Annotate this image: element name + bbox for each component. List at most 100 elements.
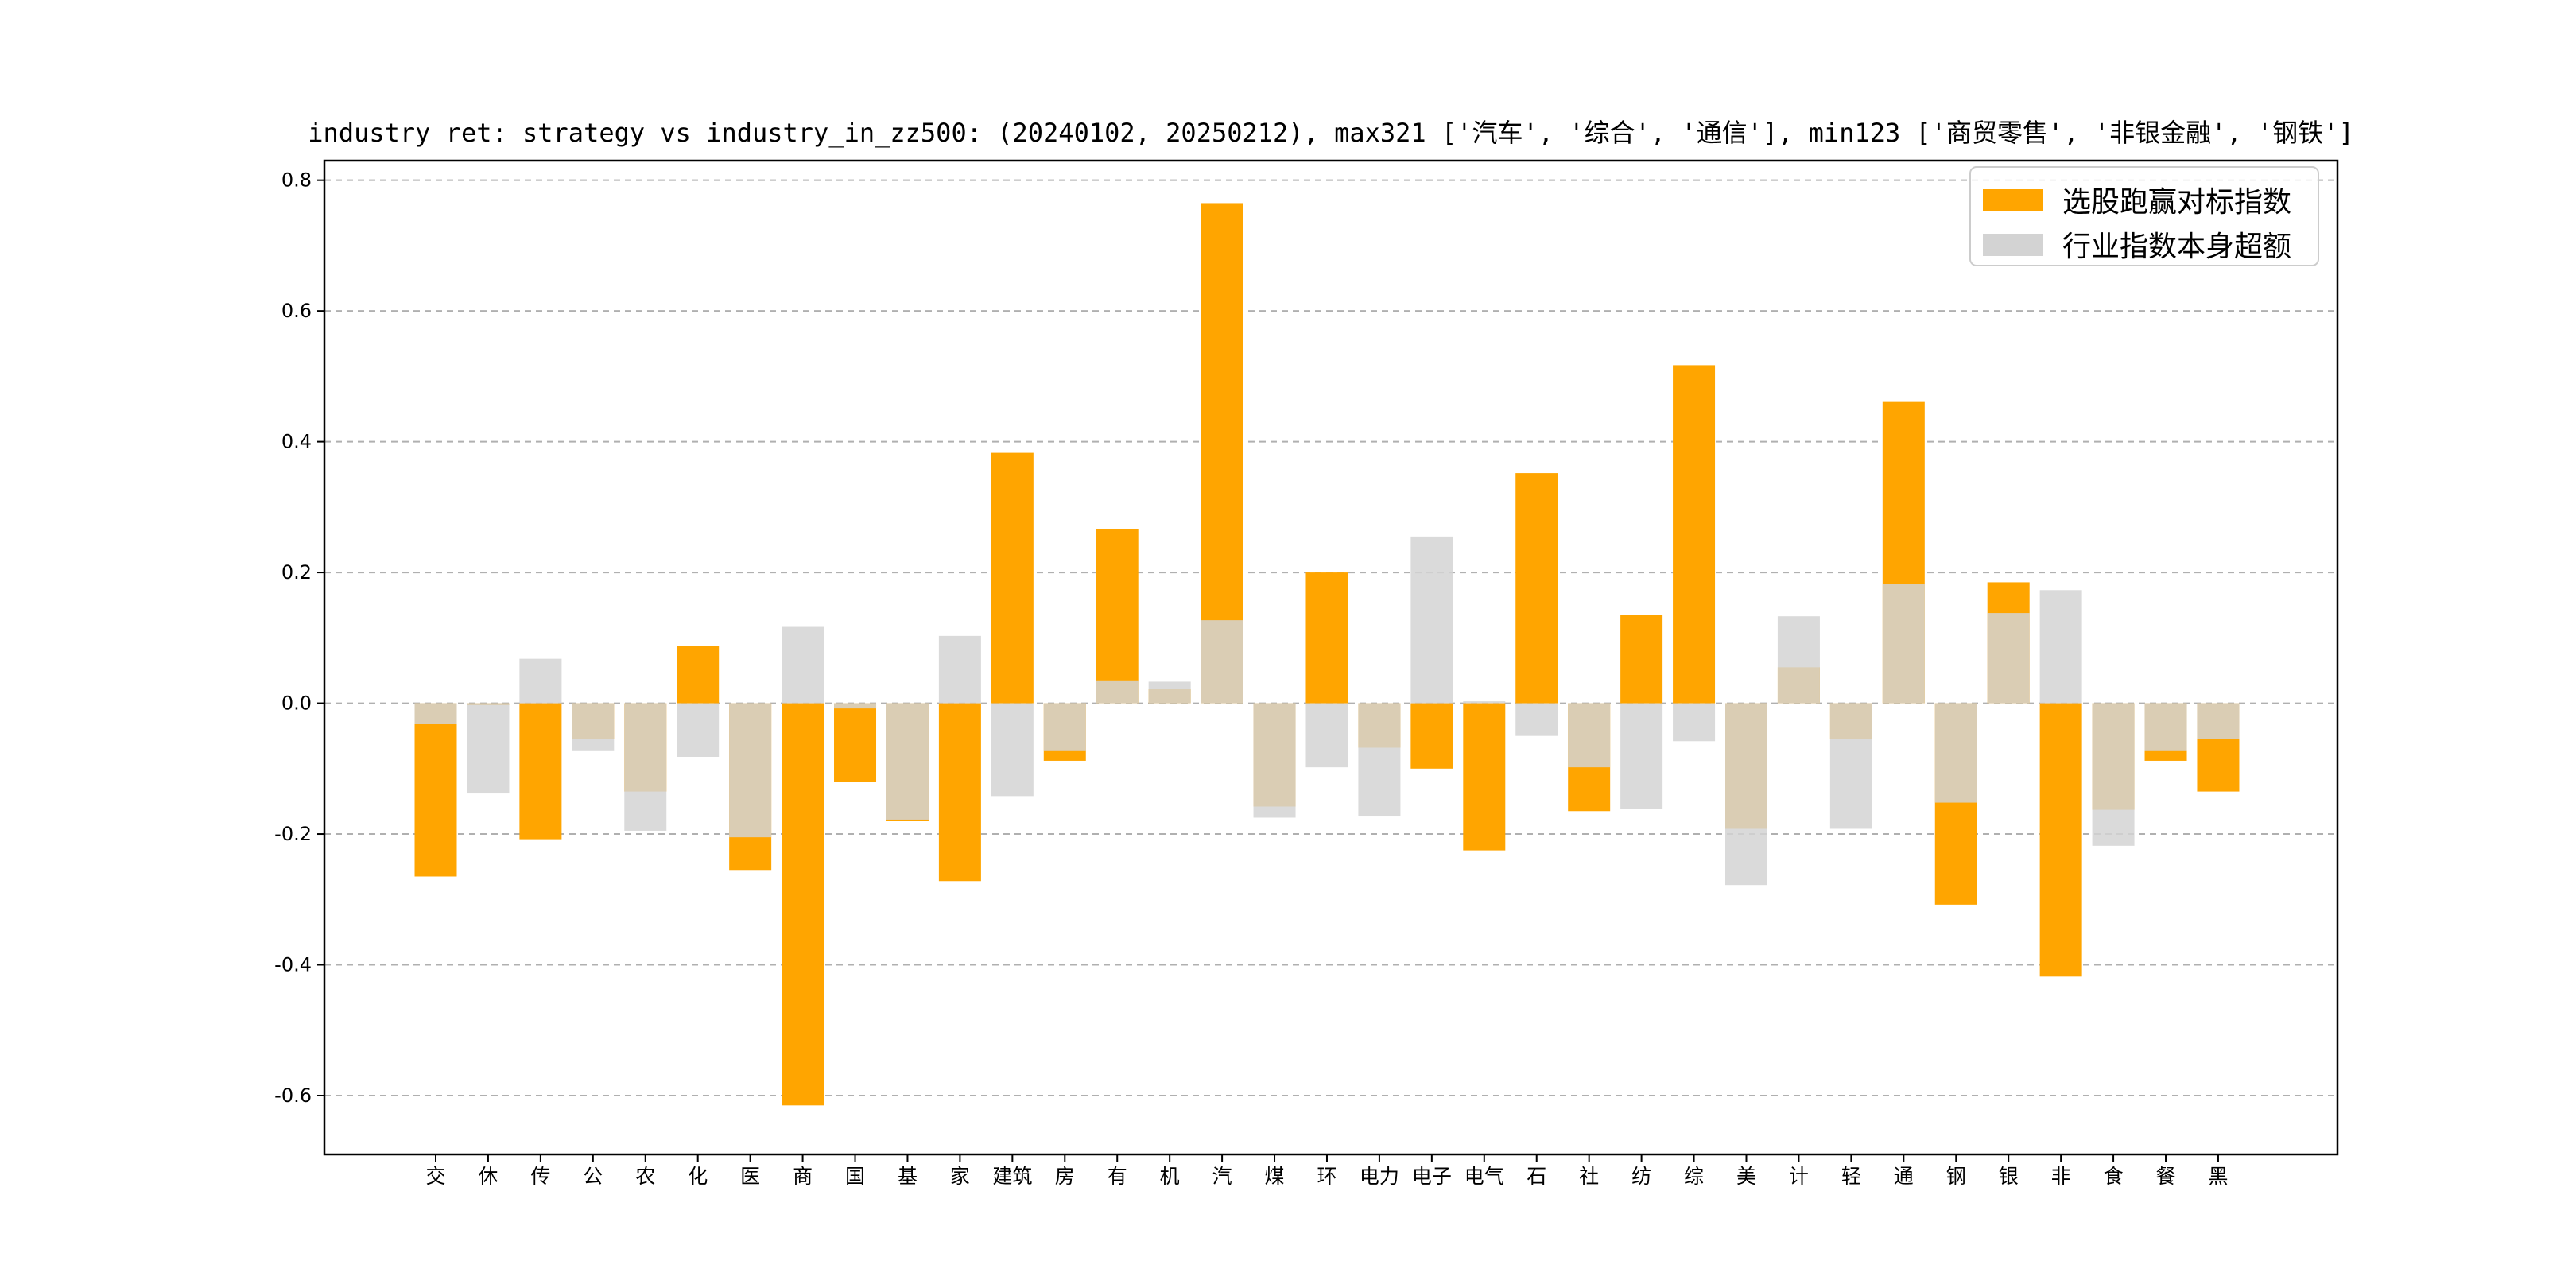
bar-industry-excess <box>624 703 667 831</box>
x-tick-label: 电力 <box>1360 1165 1399 1188</box>
legend-swatch <box>1983 189 2043 211</box>
chart-title: industry ret: strategy vs industry_in_zz… <box>308 118 2353 148</box>
y-tick-label: 0.6 <box>281 300 312 322</box>
x-tick-label: 汽 <box>1212 1165 1232 1188</box>
bar-strategy-excess <box>1410 703 1453 769</box>
bar-industry-excess <box>2039 590 2082 704</box>
x-tick-label: 公 <box>583 1165 603 1188</box>
bar-strategy-excess <box>1673 365 1716 704</box>
bar-strategy-excess <box>1463 703 1506 851</box>
x-tick-label: 通 <box>1894 1165 1914 1188</box>
y-tick-label: 0.2 <box>281 561 312 584</box>
x-tick-label: 计 <box>1789 1165 1809 1188</box>
y-axis-ticks: -0.6 -0.4 -0.2 0.0 0.2 0.4 0.6 0.8 <box>274 169 324 1107</box>
x-tick-label: 黑 <box>2208 1165 2228 1188</box>
x-tick-label: 基 <box>898 1165 918 1188</box>
legend-label: 行业指数本身超额 <box>2062 231 2291 263</box>
bar-industry-excess <box>2197 703 2240 739</box>
x-tick-label: 建筑 <box>992 1165 1032 1188</box>
legend-label: 选股跑赢对标指数 <box>2062 186 2291 219</box>
bar-strategy-excess <box>2039 703 2082 977</box>
x-tick-label: 电气 <box>1465 1165 1504 1188</box>
bar-industry-excess <box>782 626 824 704</box>
x-tick-label: 农 <box>635 1165 655 1188</box>
bar-industry-excess <box>1934 703 1977 803</box>
bars <box>414 203 2240 1106</box>
bar-industry-excess <box>2144 703 2187 751</box>
bar-industry-excess <box>1620 703 1663 809</box>
bar-industry-excess <box>938 635 981 704</box>
x-tick-label: 钢 <box>1946 1165 1966 1188</box>
x-tick-label: 传 <box>530 1165 550 1188</box>
x-tick-label: 家 <box>950 1165 970 1188</box>
x-tick-label: 电子 <box>1412 1165 1452 1188</box>
legend-swatch <box>1983 234 2043 256</box>
bar-industry-excess <box>519 658 562 704</box>
y-tick-label: -0.2 <box>274 823 312 845</box>
x-tick-label: 机 <box>1160 1165 1180 1188</box>
x-tick-label: 食 <box>2104 1165 2124 1188</box>
bar-industry-excess <box>991 703 1034 797</box>
bar-industry-excess <box>677 703 720 757</box>
bar-industry-excess <box>1673 703 1716 742</box>
x-tick-label: 有 <box>1108 1165 1127 1188</box>
y-tick-label: -0.4 <box>274 954 312 976</box>
bar-strategy-excess <box>1620 615 1663 704</box>
bar-industry-excess <box>1043 703 1086 751</box>
bar-strategy-excess <box>991 452 1034 704</box>
bar-strategy-excess <box>834 703 877 782</box>
bar-industry-excess <box>729 703 772 838</box>
bar-industry-excess <box>1463 701 1506 704</box>
bar-industry-excess <box>2092 703 2135 846</box>
x-tick-label: 社 <box>1579 1165 1599 1188</box>
bar-industry-excess <box>1410 536 1453 704</box>
x-tick-label: 休 <box>478 1165 498 1188</box>
x-tick-label: 轻 <box>1841 1165 1861 1188</box>
x-tick-label: 美 <box>1736 1165 1756 1188</box>
bar-industry-excess <box>1096 680 1139 704</box>
x-tick-label: 非 <box>2051 1165 2071 1188</box>
bar-industry-excess <box>1201 620 1243 704</box>
x-tick-label: 国 <box>845 1165 865 1188</box>
bar-industry-excess <box>834 703 877 709</box>
x-tick-label: 交 <box>425 1165 445 1188</box>
bar-industry-excess <box>1253 703 1296 818</box>
bar-industry-excess <box>414 703 457 724</box>
bar-industry-excess <box>886 703 929 820</box>
bar-industry-excess <box>1305 703 1348 768</box>
x-axis-ticks: 交 休 传 公 农 化 医 商 国 基 家建筑房 有 机 汽 煤 环 电力 电子 电气石 社 纺 综 美 计 轻 通 钢 银 非 食 餐 黑 <box>425 1154 2228 1188</box>
bar-industry-excess <box>467 703 510 794</box>
x-tick-label: 商 <box>793 1165 813 1188</box>
bar-strategy-excess <box>1515 473 1558 704</box>
x-tick-label: 环 <box>1317 1165 1336 1188</box>
y-tick-label: -0.6 <box>274 1084 312 1107</box>
x-tick-label: 餐 <box>2156 1165 2176 1188</box>
x-tick-label: 煤 <box>1265 1165 1285 1188</box>
bar-industry-excess <box>1515 703 1558 736</box>
bar-industry-excess <box>1568 703 1611 768</box>
x-tick-label: 纺 <box>1631 1165 1651 1188</box>
bar-industry-excess <box>1777 616 1820 704</box>
bar-industry-excess <box>1725 703 1767 886</box>
x-tick-label: 综 <box>1684 1165 1704 1188</box>
x-tick-label: 房 <box>1055 1165 1075 1188</box>
bar-strategy-excess <box>519 703 562 840</box>
bar-industry-excess <box>1987 613 2030 704</box>
bar-strategy-excess <box>938 703 981 882</box>
x-tick-label: 化 <box>688 1165 708 1188</box>
bar-strategy-excess <box>1201 203 1243 704</box>
plot-area-frame <box>323 159 2339 1156</box>
y-tick-label: 0.0 <box>281 692 312 715</box>
y-tick-label: 0.8 <box>281 169 312 192</box>
bar-industry-excess <box>1148 681 1191 704</box>
bar-strategy-excess <box>1305 572 1348 704</box>
x-tick-label: 石 <box>1527 1165 1546 1188</box>
bar-industry-excess <box>572 703 615 751</box>
bar-strategy-excess <box>414 703 457 877</box>
y-tick-label: 0.4 <box>281 431 312 453</box>
bar-industry-excess <box>1882 584 1925 704</box>
x-tick-label: 银 <box>1999 1165 2019 1188</box>
bar-strategy-excess <box>1096 528 1139 704</box>
x-tick-label: 医 <box>740 1165 760 1188</box>
